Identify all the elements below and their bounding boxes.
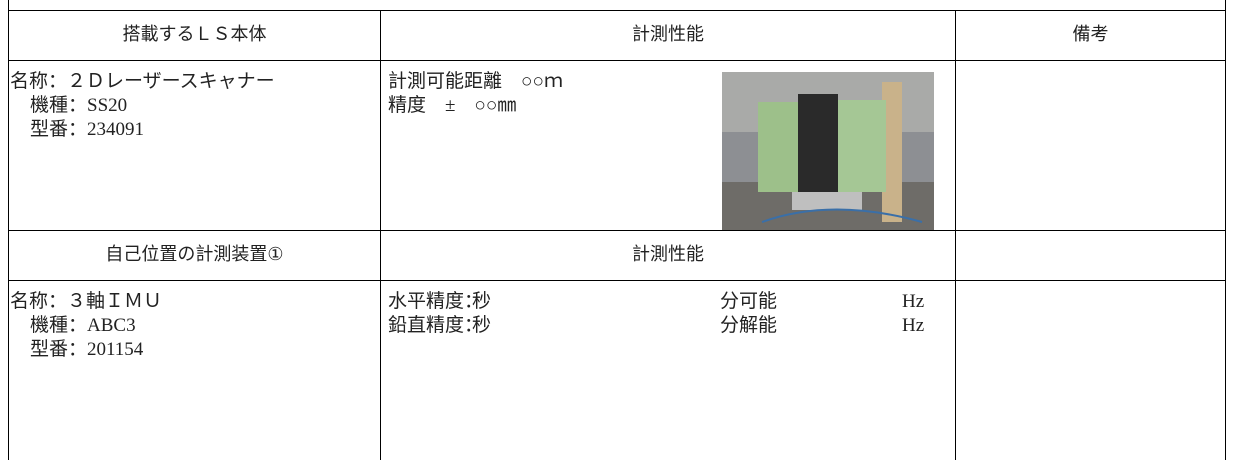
header-cell: 搭載するＬＳ本体 <box>122 24 267 45</box>
performance-unit: 秒 <box>472 291 492 312</box>
border <box>8 10 1226 11</box>
device-line: 機種：SS20 <box>30 95 128 116</box>
header-cell: 備考 <box>1072 24 1109 45</box>
performance-line: 精度 ± ○○㎜ <box>388 95 517 116</box>
border <box>380 10 381 460</box>
device-line: 名称：３軸ＩＭＵ <box>10 291 163 312</box>
header-cell: 自己位置の計測装置① <box>105 244 284 265</box>
border <box>8 230 1226 231</box>
performance-label: 分可能 <box>720 291 778 312</box>
performance-unit: Hz <box>902 291 925 312</box>
device-line: 名称：２Ｄレーザースキャナー <box>10 71 275 92</box>
device-line: 型番：234091 <box>30 119 145 140</box>
border <box>8 60 1226 61</box>
header-cell: 計測性能 <box>632 244 704 265</box>
performance-label: 鉛直精度： <box>388 315 484 336</box>
border <box>8 280 1226 281</box>
performance-unit: 秒 <box>472 315 492 336</box>
performance-label: 水平精度： <box>388 291 484 312</box>
device-line: 型番：201154 <box>30 339 144 360</box>
performance-label: 分解能 <box>720 315 778 336</box>
performance-unit: Hz <box>902 315 925 336</box>
performance-line: 計測可能距離 ○○ｍ <box>388 71 563 92</box>
border <box>955 10 956 460</box>
scanner-photo <box>722 72 934 230</box>
header-cell: 計測性能 <box>632 24 704 45</box>
device-line: 機種：ABC3 <box>30 315 136 336</box>
